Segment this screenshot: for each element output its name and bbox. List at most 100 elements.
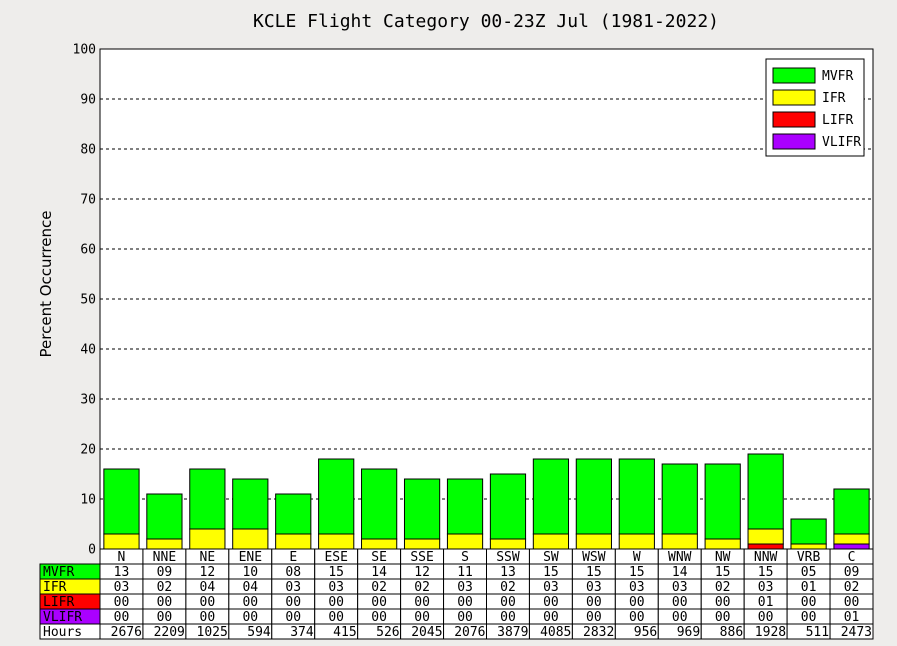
table-cell-value: 05 bbox=[801, 565, 817, 580]
bars bbox=[103, 453, 870, 550]
bar-mvfr bbox=[446, 478, 484, 535]
table-cell-value: 3879 bbox=[497, 625, 528, 640]
table-cell-value: 00 bbox=[157, 610, 173, 625]
table-cell-value: 2045 bbox=[411, 625, 442, 640]
table-cell-value: 1025 bbox=[197, 625, 228, 640]
x-tick-label: N bbox=[118, 550, 126, 565]
table-cell-value: 08 bbox=[285, 565, 301, 580]
table-cell-value: 00 bbox=[414, 595, 430, 610]
table-cell-value: 00 bbox=[242, 610, 258, 625]
table-cell-value: 4085 bbox=[540, 625, 571, 640]
table-cell-value: 886 bbox=[720, 625, 743, 640]
table-cell-value: 15 bbox=[586, 565, 602, 580]
table-cell-value: 03 bbox=[328, 580, 344, 595]
x-tick-label: SSW bbox=[496, 550, 520, 565]
bar-mvfr bbox=[489, 473, 527, 540]
table-cell-value: 12 bbox=[414, 565, 430, 580]
table-cell-value: 00 bbox=[758, 610, 774, 625]
table-cell bbox=[829, 623, 874, 640]
table-cell-value: 04 bbox=[242, 580, 258, 595]
x-tick-label: NNW bbox=[754, 550, 778, 565]
y-tick-label: 70 bbox=[80, 193, 96, 208]
bar-mvfr bbox=[146, 493, 183, 540]
bar-ifr bbox=[275, 533, 312, 550]
y-tick-label: 90 bbox=[80, 93, 96, 108]
table-cell-value: 00 bbox=[114, 595, 130, 610]
bar-mvfr bbox=[704, 463, 741, 540]
table-cell-value: 511 bbox=[806, 625, 829, 640]
table-cell-value: 09 bbox=[157, 565, 173, 580]
bar-ifr bbox=[790, 543, 827, 550]
table-cell-value: 594 bbox=[247, 625, 271, 640]
table-cell-value: 02 bbox=[414, 580, 430, 595]
table-cell-value: 03 bbox=[543, 580, 559, 595]
table-cell-value: 956 bbox=[634, 625, 657, 640]
bar-ifr bbox=[833, 533, 870, 545]
table-cell-value: 03 bbox=[586, 580, 602, 595]
table-cell-value: 00 bbox=[328, 595, 344, 610]
x-tick-label: ESE bbox=[324, 550, 347, 565]
table-cell-value: 00 bbox=[285, 610, 301, 625]
table-cell-value: 13 bbox=[114, 565, 130, 580]
table-cell-value: 01 bbox=[758, 595, 774, 610]
table-cell-value: 15 bbox=[715, 565, 731, 580]
table-row-label: VLIFR bbox=[43, 610, 82, 625]
table-cell-value: 15 bbox=[629, 565, 645, 580]
x-tick-label: S bbox=[461, 550, 469, 565]
table-cell-value: 00 bbox=[285, 595, 301, 610]
table-cell-value: 03 bbox=[672, 580, 688, 595]
table-cell-value: 526 bbox=[376, 625, 399, 640]
x-tick-label: NW bbox=[715, 550, 731, 565]
table-cell-value: 03 bbox=[457, 580, 473, 595]
table-cell-value: 03 bbox=[758, 580, 774, 595]
legend-label-vlifr: VLIFR bbox=[822, 135, 861, 150]
table-cell-value: 15 bbox=[328, 565, 344, 580]
legend-swatch-lifr bbox=[772, 111, 816, 128]
table-cell-value: 00 bbox=[672, 595, 688, 610]
table-cell-value: 00 bbox=[543, 610, 559, 625]
bar-ifr bbox=[618, 533, 655, 550]
bar-ifr bbox=[575, 533, 612, 550]
bar-mvfr bbox=[403, 478, 441, 540]
table-cell-value: 04 bbox=[200, 580, 216, 595]
legend-label-mvfr: MVFR bbox=[822, 69, 853, 84]
grid-lines bbox=[100, 98, 873, 500]
table-cell-value: 00 bbox=[801, 595, 817, 610]
bar-ifr bbox=[446, 533, 484, 550]
table-cell-value: 03 bbox=[629, 580, 645, 595]
bar-ifr bbox=[489, 538, 527, 550]
table-cell-value: 2676 bbox=[111, 625, 142, 640]
table-cell-value: 00 bbox=[629, 595, 645, 610]
table-cell-value: 00 bbox=[200, 595, 216, 610]
table-cell-value: 01 bbox=[801, 580, 817, 595]
table-cell-value: 374 bbox=[290, 625, 314, 640]
table-cell-value: 02 bbox=[500, 580, 516, 595]
y-tick-label: 30 bbox=[80, 393, 96, 408]
bar-mvfr bbox=[618, 458, 655, 535]
table-cell-value: 00 bbox=[672, 610, 688, 625]
table-row-label: Hours bbox=[43, 625, 82, 640]
bar-ifr bbox=[661, 533, 698, 550]
table-cell-value: 15 bbox=[758, 565, 774, 580]
bar-ifr bbox=[747, 528, 784, 545]
table-row-label: LIFR bbox=[43, 595, 74, 610]
table-cell-value: 00 bbox=[543, 595, 559, 610]
bar-ifr bbox=[403, 538, 441, 550]
table-cell-value: 00 bbox=[371, 610, 387, 625]
bar-ifr bbox=[361, 538, 398, 550]
table-cell-value: 00 bbox=[586, 610, 602, 625]
table-cell-value: 00 bbox=[715, 595, 731, 610]
y-tick-label: 20 bbox=[80, 443, 96, 458]
bar-mvfr bbox=[833, 488, 870, 535]
table-cell-value: 00 bbox=[242, 595, 258, 610]
x-tick-label: WNW bbox=[668, 550, 692, 565]
table-cell-value: 15 bbox=[543, 565, 559, 580]
bar-ifr bbox=[232, 528, 269, 550]
table-row-label: MVFR bbox=[43, 565, 74, 580]
bar-ifr bbox=[318, 533, 355, 550]
table-cell-value: 00 bbox=[157, 595, 173, 610]
table-cell-value: 2209 bbox=[154, 625, 185, 640]
table-cell-value: 1928 bbox=[755, 625, 786, 640]
table-cell-value: 00 bbox=[801, 610, 817, 625]
table-cell-value: 00 bbox=[629, 610, 645, 625]
